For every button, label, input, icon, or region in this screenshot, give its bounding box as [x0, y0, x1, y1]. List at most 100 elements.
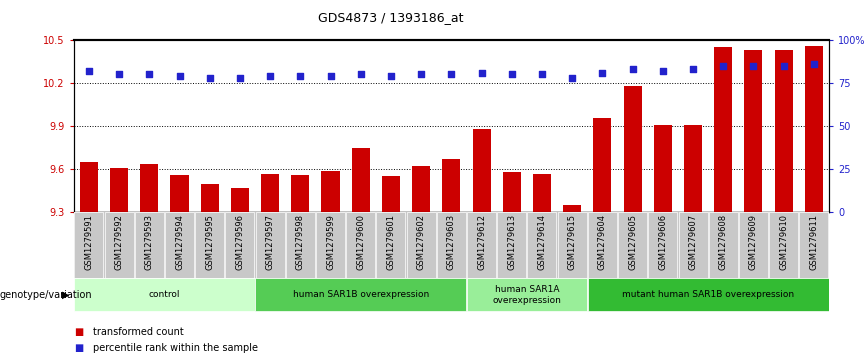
Text: GSM1279611: GSM1279611 [809, 214, 819, 270]
Text: GSM1279609: GSM1279609 [749, 214, 758, 270]
Text: ■: ■ [74, 327, 83, 337]
Text: GSM1279599: GSM1279599 [326, 214, 335, 270]
Text: GSM1279610: GSM1279610 [779, 214, 788, 270]
Text: GSM1279612: GSM1279612 [477, 214, 486, 270]
Point [626, 66, 640, 72]
Bar [382, 176, 400, 212]
Point [535, 72, 549, 77]
Bar [557, 212, 587, 278]
Point [112, 72, 126, 77]
Text: GSM1279598: GSM1279598 [296, 214, 305, 270]
Point [142, 72, 156, 77]
Bar [745, 50, 762, 212]
Bar [75, 212, 103, 278]
Text: GSM1279592: GSM1279592 [115, 214, 123, 270]
Bar [497, 212, 526, 278]
Bar [195, 212, 224, 278]
Text: genotype/variation: genotype/variation [0, 290, 93, 300]
Bar [74, 278, 254, 311]
Point [414, 72, 428, 77]
Bar [443, 159, 460, 212]
Bar [774, 50, 792, 212]
Point [475, 70, 489, 76]
Bar [472, 129, 490, 212]
Bar [618, 212, 648, 278]
Text: GSM1279606: GSM1279606 [658, 214, 667, 270]
Bar [648, 212, 677, 278]
Text: GSM1279594: GSM1279594 [175, 214, 184, 270]
Bar [80, 162, 98, 212]
Text: GSM1279604: GSM1279604 [598, 214, 607, 270]
Point [656, 68, 670, 74]
Bar [231, 188, 249, 212]
Text: human SAR1B overexpression: human SAR1B overexpression [293, 290, 429, 299]
Text: GSM1279614: GSM1279614 [537, 214, 547, 270]
Point [354, 72, 368, 77]
Bar [261, 174, 279, 212]
Text: GSM1279603: GSM1279603 [447, 214, 456, 270]
Text: transformed count: transformed count [93, 327, 184, 337]
Bar [321, 171, 339, 212]
Point [444, 72, 458, 77]
Bar [406, 212, 436, 278]
Bar [588, 212, 617, 278]
Text: GSM1279608: GSM1279608 [719, 214, 727, 270]
Bar [623, 86, 641, 212]
Bar [708, 212, 738, 278]
Point [686, 66, 700, 72]
Bar [346, 212, 375, 278]
Text: GSM1279615: GSM1279615 [568, 214, 576, 270]
Point [716, 63, 730, 69]
Point [203, 75, 217, 81]
Bar [739, 212, 768, 278]
Bar [201, 184, 219, 212]
Point [777, 63, 791, 69]
Bar [135, 212, 164, 278]
Bar [255, 278, 466, 311]
Text: ▶: ▶ [62, 290, 69, 300]
Point [263, 73, 277, 79]
Bar [533, 174, 551, 212]
Text: human SAR1A
overexpression: human SAR1A overexpression [492, 285, 562, 305]
Bar [165, 212, 194, 278]
Text: GSM1279595: GSM1279595 [205, 214, 214, 270]
Bar [226, 212, 254, 278]
Text: GSM1279602: GSM1279602 [417, 214, 425, 270]
Bar [437, 212, 466, 278]
Bar [141, 163, 158, 212]
Bar [170, 175, 188, 212]
Text: ■: ■ [74, 343, 83, 354]
Bar [467, 278, 587, 311]
Text: control: control [148, 290, 181, 299]
Point [233, 75, 247, 81]
Text: GSM1279601: GSM1279601 [386, 214, 396, 270]
Bar [714, 47, 733, 212]
Text: GSM1279613: GSM1279613 [507, 214, 516, 270]
Text: GSM1279596: GSM1279596 [235, 214, 245, 270]
Text: GSM1279605: GSM1279605 [628, 214, 637, 270]
Bar [377, 212, 405, 278]
Bar [563, 205, 582, 212]
Text: GSM1279591: GSM1279591 [84, 214, 94, 270]
Bar [503, 172, 521, 212]
Bar [104, 212, 134, 278]
Bar [684, 125, 702, 212]
Point [173, 73, 187, 79]
Point [384, 73, 398, 79]
Bar [805, 46, 823, 212]
Bar [255, 212, 285, 278]
Point [293, 73, 307, 79]
Text: GSM1279593: GSM1279593 [145, 214, 154, 270]
Point [324, 73, 338, 79]
Bar [467, 212, 496, 278]
Point [565, 75, 579, 81]
Bar [799, 212, 828, 278]
Point [595, 70, 609, 76]
Text: GSM1279600: GSM1279600 [356, 214, 365, 270]
Bar [769, 212, 799, 278]
Bar [594, 118, 611, 212]
Bar [528, 212, 556, 278]
Bar [679, 212, 707, 278]
Bar [286, 212, 315, 278]
Point [505, 72, 519, 77]
